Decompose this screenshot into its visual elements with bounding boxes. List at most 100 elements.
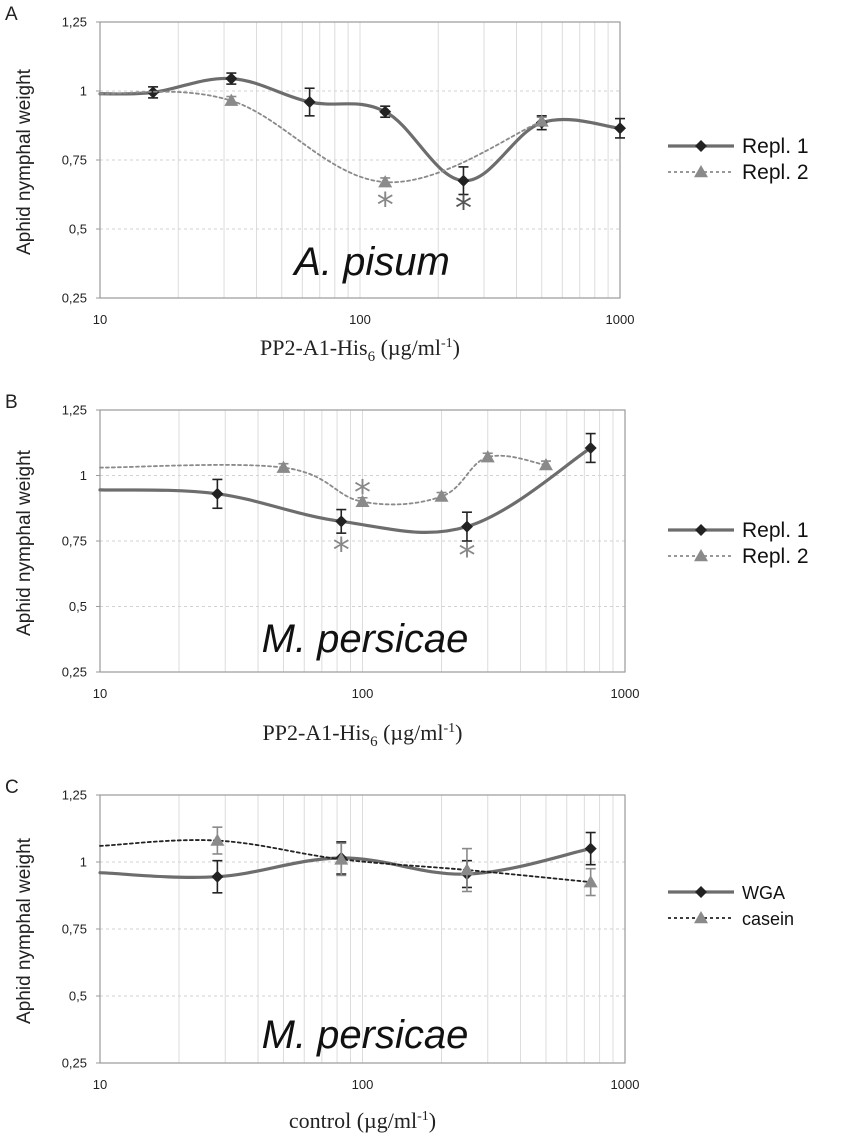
x-axis-label-unit: (µg/ml xyxy=(378,720,444,745)
data-point xyxy=(534,114,549,127)
series-1 xyxy=(99,826,598,897)
legend-label: Repl. 1 xyxy=(742,519,809,542)
series-0 xyxy=(98,72,626,196)
x-axis-label-close: ) xyxy=(429,1108,436,1133)
chart-panel-c: 0,25 0,5 0,75 1 1,25 10 100 1000 C Aphid nymphal … xyxy=(5,777,794,1133)
significance-star: * xyxy=(333,531,350,571)
y-tick-label: 1,25 xyxy=(62,403,87,418)
legend-marker xyxy=(695,140,707,152)
x-axis-label: PP2-A1-His6 (µg/ml-1) xyxy=(263,720,463,750)
series-line xyxy=(99,90,543,184)
panel-label: A xyxy=(5,4,18,25)
x-tick-label: 100 xyxy=(352,686,374,701)
y-tick-label: 1,25 xyxy=(62,15,87,30)
y-tick-label: 1,25 xyxy=(62,788,87,803)
y-tick-label: 0,75 xyxy=(62,153,87,168)
series-0 xyxy=(98,432,597,542)
series-1 xyxy=(99,450,553,507)
data-point xyxy=(583,875,598,888)
y-axis-label: Aphid nymphal weight xyxy=(14,68,35,255)
series-1 xyxy=(99,90,549,188)
data-point xyxy=(457,174,470,187)
x-axis-label-close: ) xyxy=(453,335,460,360)
data-point xyxy=(334,852,349,865)
x-axis-label-main: control xyxy=(289,1108,351,1133)
x-tick-label: 10 xyxy=(93,1077,107,1092)
x-axis-label-exp: -1 xyxy=(417,1109,429,1124)
legend-marker xyxy=(695,524,707,536)
x-axis-label-close: ) xyxy=(455,720,462,745)
y-tick-label: 1 xyxy=(80,855,87,870)
data-point xyxy=(225,72,238,85)
species-annotation: M. persicae xyxy=(262,617,469,661)
y-tick-label: 0,5 xyxy=(69,989,87,1004)
y-tick-label: 0,5 xyxy=(69,599,87,614)
grid xyxy=(100,410,625,672)
y-tick-label: 0,25 xyxy=(62,665,87,680)
y-tick-label: 0,25 xyxy=(62,1056,87,1071)
data-point xyxy=(480,450,495,463)
x-axis-label-main: PP2-A1-His xyxy=(263,720,371,745)
data-point xyxy=(584,441,597,454)
data-point xyxy=(211,487,224,500)
x-axis-label: PP2-A1-His6 (µg/ml-1) xyxy=(260,335,460,365)
significance-star: * xyxy=(458,536,475,576)
grid xyxy=(100,795,625,1063)
legend-label: Repl. 1 xyxy=(742,135,809,158)
x-tick-label: 10 xyxy=(93,312,107,327)
x-tick-label: 1000 xyxy=(611,686,640,701)
data-point xyxy=(584,842,597,855)
significance-star: * xyxy=(455,188,472,228)
y-tick-label: 0,75 xyxy=(62,534,87,549)
x-axis-label-main: PP2-A1-His xyxy=(260,335,368,360)
series-line xyxy=(99,454,547,506)
data-point xyxy=(224,93,239,106)
x-tick-label: 100 xyxy=(352,1077,374,1092)
data-point xyxy=(614,122,626,135)
x-tick-label: 100 xyxy=(349,312,371,327)
y-axis-label: Aphid nymphal weight xyxy=(14,837,35,1024)
chart-panel-a: 0,25 0,5 0,75 1 1,25 10 100 1000 A Aphid nymphal … xyxy=(5,4,809,365)
chart-panel-b: 0,25 0,5 0,75 1 1,25 10 100 1000 B Aphid nymphal … xyxy=(5,392,809,750)
legend: Repl. 1 Repl. 2 xyxy=(668,135,809,184)
x-axis-label-sub: 6 xyxy=(370,734,378,750)
data-point xyxy=(434,489,449,502)
significance-star: * xyxy=(354,473,371,513)
y-tick-label: 0,25 xyxy=(62,291,87,306)
data-point xyxy=(459,863,474,876)
x-axis-label-unit: (µg/ml xyxy=(375,335,441,360)
legend-marker xyxy=(694,549,708,562)
x-tick-label: 1000 xyxy=(611,1077,640,1092)
data-point xyxy=(355,494,370,507)
series-line xyxy=(98,76,622,183)
y-axis-label: Aphid nymphal weight xyxy=(14,449,35,636)
data-point xyxy=(378,175,393,188)
legend: Repl. 1 Repl. 2 xyxy=(668,519,809,568)
data-point xyxy=(276,460,291,473)
species-annotation: M. persicae xyxy=(262,1013,469,1057)
x-axis-label: control (µg/ml-1) xyxy=(289,1108,436,1133)
legend: WGA casein xyxy=(668,883,794,929)
data-point xyxy=(538,458,553,471)
significance-star: * xyxy=(377,186,394,226)
grid xyxy=(100,22,620,298)
species-annotation: A. pisum xyxy=(292,240,450,284)
panel-label: C xyxy=(5,777,19,798)
data-point xyxy=(335,515,348,528)
legend-label: Repl. 2 xyxy=(742,545,809,568)
legend-marker xyxy=(695,886,707,898)
legend-label: WGA xyxy=(742,883,785,903)
x-axis-label-sub: 6 xyxy=(368,349,376,365)
data-point xyxy=(303,96,316,109)
legend-label: casein xyxy=(742,909,794,929)
x-tick-label: 10 xyxy=(93,686,107,701)
x-tick-label: 1000 xyxy=(606,312,635,327)
data-point xyxy=(147,86,160,99)
x-axis-label-exp: -1 xyxy=(443,721,455,736)
legend-marker xyxy=(694,911,708,924)
data-point xyxy=(460,520,473,533)
data-point xyxy=(210,833,225,846)
legend-label: Repl. 2 xyxy=(742,161,809,184)
x-axis-label-unit: (µg/ml xyxy=(351,1108,417,1133)
